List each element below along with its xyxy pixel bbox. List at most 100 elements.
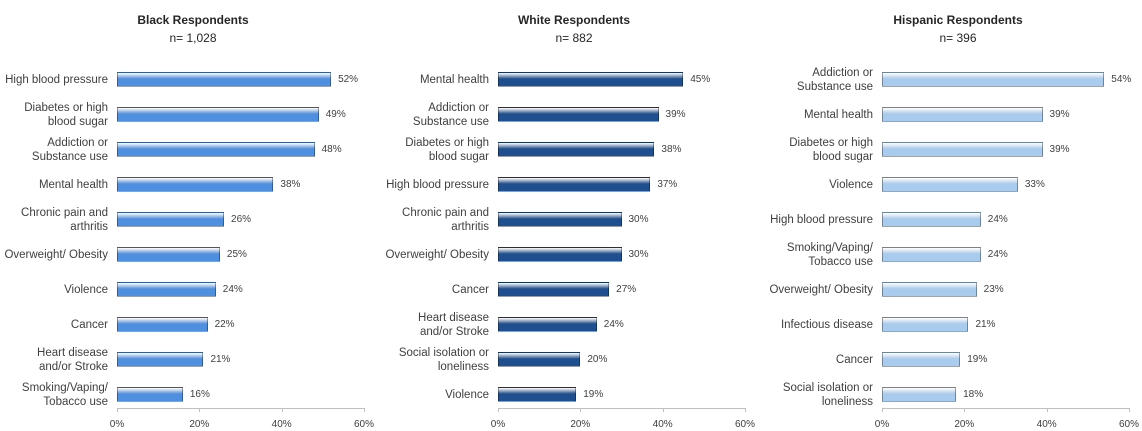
bar bbox=[882, 387, 957, 402]
value-label: 19% bbox=[967, 354, 988, 365]
chart-title: Black Respondents bbox=[137, 13, 249, 27]
chart-subtitle: n= 396 bbox=[939, 31, 977, 45]
bar bbox=[117, 72, 332, 87]
bar bbox=[882, 247, 981, 262]
bar bbox=[117, 142, 315, 157]
category-label: Violence bbox=[64, 284, 108, 296]
tick-mark bbox=[580, 408, 582, 412]
category-label: Overweight/ Obesity bbox=[769, 284, 873, 296]
x-tick-label: 40% bbox=[271, 419, 292, 430]
bar bbox=[498, 387, 577, 402]
value-label: 24% bbox=[987, 214, 1008, 225]
bar bbox=[117, 177, 274, 192]
value-label: 38% bbox=[661, 144, 682, 155]
tick-mark bbox=[117, 408, 118, 412]
bar bbox=[498, 177, 651, 192]
bar bbox=[117, 387, 183, 402]
category-label: Heart disease and/or Stroke bbox=[37, 347, 108, 373]
value-label: 25% bbox=[226, 249, 247, 260]
category-label: Mental health bbox=[419, 74, 489, 86]
tick-mark bbox=[1129, 408, 1130, 412]
bar bbox=[882, 142, 1043, 157]
bar bbox=[882, 107, 1043, 122]
value-label: 49% bbox=[325, 109, 346, 120]
x-tick-label: 0% bbox=[874, 419, 890, 430]
value-label: 30% bbox=[628, 249, 649, 260]
value-label: 39% bbox=[1049, 109, 1070, 120]
bar bbox=[117, 282, 216, 297]
bar bbox=[117, 247, 220, 262]
category-label: Chronic pain and arthritis bbox=[21, 207, 108, 233]
value-label: 33% bbox=[1024, 179, 1045, 190]
x-tick-label: 60% bbox=[1118, 419, 1139, 430]
bar bbox=[498, 282, 610, 297]
bar bbox=[498, 72, 684, 87]
value-label: 16% bbox=[189, 389, 210, 400]
value-label: 48% bbox=[321, 144, 342, 155]
category-label: Mental health bbox=[38, 179, 108, 191]
bar bbox=[882, 282, 977, 297]
bar bbox=[117, 212, 225, 227]
category-label: Overweight/ Obesity bbox=[4, 249, 108, 261]
value-label: 39% bbox=[1049, 144, 1070, 155]
tick-mark bbox=[882, 408, 883, 412]
value-label: 54% bbox=[1111, 74, 1132, 85]
category-label: Infectious disease bbox=[780, 319, 873, 331]
x-axis bbox=[498, 408, 745, 409]
value-label: 27% bbox=[616, 284, 637, 295]
value-label: 24% bbox=[222, 284, 243, 295]
tick-mark bbox=[498, 408, 499, 412]
x-tick-label: 20% bbox=[189, 419, 210, 430]
value-label: 45% bbox=[690, 74, 711, 85]
category-label: Diabetes or high blood sugar bbox=[789, 137, 873, 163]
value-label: 24% bbox=[603, 319, 624, 330]
tick-mark bbox=[745, 408, 746, 412]
bar bbox=[498, 107, 659, 122]
category-label: Cancer bbox=[70, 319, 108, 331]
bar bbox=[882, 352, 961, 367]
category-label: Addiction or Substance use bbox=[412, 102, 489, 128]
x-tick-label: 0% bbox=[109, 419, 125, 430]
category-label: Addiction or Substance use bbox=[31, 137, 108, 163]
category-label: Violence bbox=[445, 389, 489, 401]
bar bbox=[882, 317, 969, 332]
chart-subtitle: n= 1,028 bbox=[169, 31, 217, 45]
tick-mark bbox=[964, 408, 966, 412]
category-label: High blood pressure bbox=[770, 214, 873, 226]
bar bbox=[882, 177, 1018, 192]
category-label: High blood pressure bbox=[5, 74, 108, 86]
value-label: 21% bbox=[975, 319, 996, 330]
value-label: 23% bbox=[983, 284, 1004, 295]
category-label: Cancer bbox=[835, 354, 873, 366]
bar bbox=[498, 317, 597, 332]
category-label: High blood pressure bbox=[386, 179, 489, 191]
value-label: 38% bbox=[280, 179, 301, 190]
category-label: Diabetes or high blood sugar bbox=[24, 102, 108, 128]
value-label: 30% bbox=[628, 214, 649, 225]
tick-mark bbox=[199, 408, 201, 412]
bar bbox=[117, 107, 319, 122]
chart-subtitle: n= 882 bbox=[555, 31, 593, 45]
value-label: 19% bbox=[583, 389, 604, 400]
x-axis bbox=[882, 408, 1129, 409]
category-label: Violence bbox=[829, 179, 873, 191]
value-label: 24% bbox=[987, 249, 1008, 260]
x-axis bbox=[117, 408, 364, 409]
chart-title: Hispanic Respondents bbox=[893, 13, 1023, 27]
value-label: 22% bbox=[214, 319, 235, 330]
tick-mark bbox=[281, 408, 283, 412]
category-label: Social isolation or loneliness bbox=[782, 382, 873, 408]
category-label: Heart disease and/or Stroke bbox=[418, 312, 489, 338]
value-label: 21% bbox=[210, 354, 231, 365]
value-label: 37% bbox=[657, 179, 678, 190]
category-label: Smoking/Vaping/ Tobacco use bbox=[21, 382, 108, 408]
bar bbox=[117, 317, 208, 332]
category-label: Mental health bbox=[803, 109, 873, 121]
bar bbox=[882, 212, 981, 227]
category-label: Addiction or Substance use bbox=[796, 67, 873, 93]
bar bbox=[117, 352, 204, 367]
x-tick-label: 20% bbox=[954, 419, 975, 430]
x-tick-label: 60% bbox=[353, 419, 374, 430]
x-tick-label: 60% bbox=[734, 419, 755, 430]
